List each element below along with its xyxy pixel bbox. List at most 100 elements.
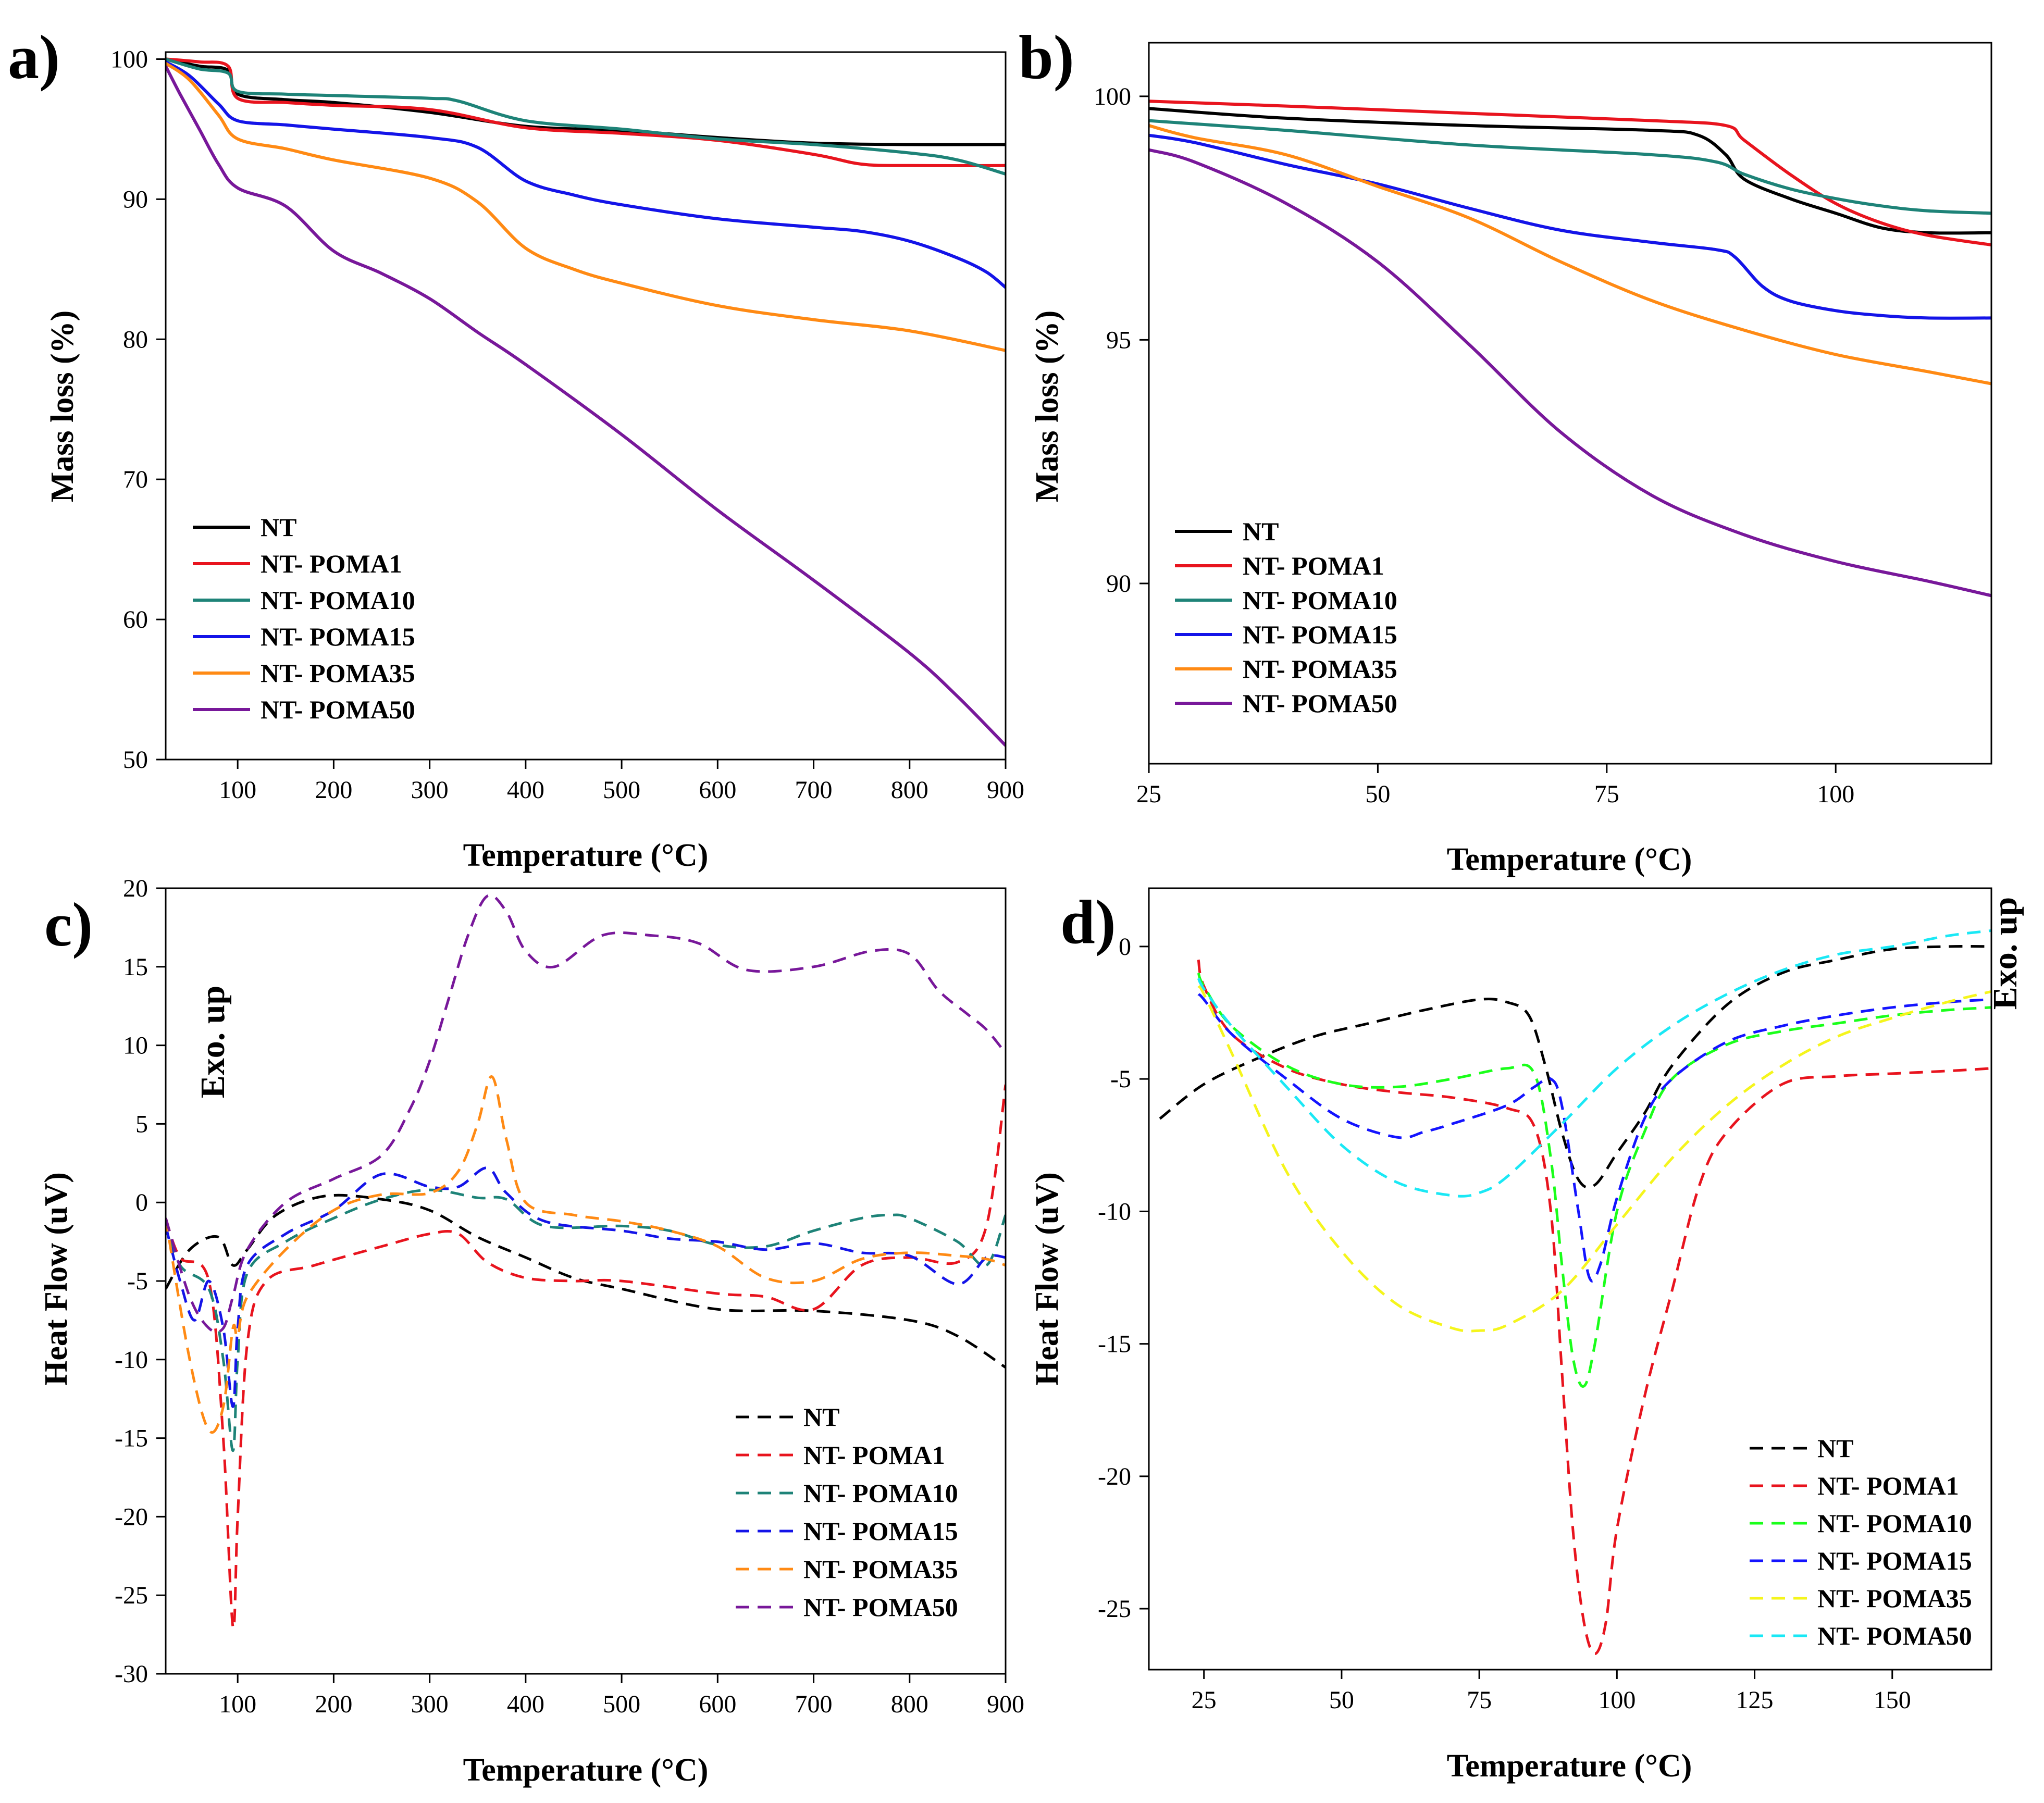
legend-label: NT- POMA15 bbox=[1817, 1546, 1972, 1575]
y-tick-label: -15 bbox=[1098, 1331, 1131, 1358]
y-tick-label: 15 bbox=[123, 953, 148, 981]
series-line-nt-poma35 bbox=[166, 61, 1006, 352]
x-tick-label: 700 bbox=[795, 776, 833, 804]
chart-panel-2: 25 50 75 100 90 95 100 Temperature (°C) Mass los… bbox=[1019, 22, 1992, 877]
x-tick-label: 150 bbox=[1874, 1686, 1911, 1714]
x-axis-title: Temperature (°C) bbox=[1447, 1748, 1692, 1784]
series-line-nt-poma15 bbox=[166, 60, 1006, 289]
x-tick-label: 800 bbox=[891, 1690, 928, 1718]
x-tick-label: 400 bbox=[507, 776, 544, 804]
legend-label: NT bbox=[803, 1402, 839, 1432]
x-axis-title: Temperature (°C) bbox=[1447, 842, 1692, 877]
y-axis-title: Heat Flow (uV) bbox=[39, 1172, 74, 1386]
series-line-nt-poma1 bbox=[1197, 959, 1991, 1655]
y-tick-label: -5 bbox=[1110, 1065, 1131, 1093]
exo-up-annotation: Exo. up bbox=[194, 986, 232, 1098]
chart-panel-4: 25 50 75 100 125 150 -25 -20 -15 -10 -5 0 Temperatur… bbox=[1030, 887, 2024, 1784]
y-tick-label: 50 bbox=[123, 746, 148, 774]
x-tick-label: 100 bbox=[219, 776, 256, 804]
x-tick-label: 600 bbox=[699, 776, 736, 804]
legend-label: NT- POMA10 bbox=[1243, 586, 1397, 615]
legend-label: NT- POMA1 bbox=[1817, 1471, 1959, 1500]
series-line-nt-poma1 bbox=[166, 1084, 1006, 1630]
x-tick-label: 100 bbox=[1817, 780, 1854, 808]
panel-letter: c) bbox=[44, 890, 93, 959]
series-line-nt-poma50 bbox=[166, 65, 1006, 747]
legend-label: NT- POMA10 bbox=[1817, 1509, 1972, 1538]
y-tick-label: 70 bbox=[123, 466, 148, 493]
x-tick-label: 125 bbox=[1736, 1686, 1774, 1714]
panel-letter: d) bbox=[1060, 887, 1116, 956]
legend-label: NT- POMA10 bbox=[261, 586, 415, 615]
y-axis-title: Mass loss (%) bbox=[45, 310, 80, 503]
y-tick-label: -10 bbox=[1098, 1198, 1131, 1225]
series-line-nt-poma15 bbox=[1149, 133, 1991, 320]
y-tick-label: 90 bbox=[1106, 570, 1131, 598]
y-axis-title: Mass loss (%) bbox=[1030, 310, 1065, 503]
chart-panel-3: 100 200 300 400 500 600 700 800 900-30-25-20-15-… bbox=[39, 875, 1024, 1788]
series-line-nt bbox=[166, 1193, 1006, 1369]
y-tick-label: 100 bbox=[1094, 83, 1131, 110]
legend-label: NT- POMA35 bbox=[803, 1555, 958, 1584]
series-line-nt-poma1 bbox=[166, 57, 1006, 168]
legend-label: NT- POMA1 bbox=[261, 549, 402, 578]
x-tick-label: 400 bbox=[507, 1690, 544, 1718]
legend-label: NT- POMA15 bbox=[803, 1516, 958, 1546]
x-tick-label: 100 bbox=[219, 1690, 256, 1718]
y-tick-label: 95 bbox=[1106, 326, 1131, 354]
chart-panel-1: 100 200 300 400 500 600 700 800 900 50 60 70 80 90 100… bbox=[8, 22, 1024, 873]
series-line-nt-poma15 bbox=[1197, 993, 1991, 1283]
y-tick-label: 90 bbox=[123, 185, 148, 213]
y-tick-label: -20 bbox=[1098, 1463, 1131, 1490]
legend-label: NT- POMA50 bbox=[803, 1593, 958, 1622]
x-tick-label: 200 bbox=[315, 1690, 352, 1718]
x-tick-label: 50 bbox=[1365, 780, 1390, 808]
x-tick-label: 25 bbox=[1136, 780, 1161, 808]
y-tick-label: -30 bbox=[115, 1660, 148, 1688]
y-tick-label: 80 bbox=[123, 326, 148, 353]
x-tick-label: 900 bbox=[987, 776, 1024, 804]
legend-label: NT- POMA50 bbox=[261, 695, 415, 724]
series-line-nt-poma10 bbox=[166, 57, 1006, 176]
legend-label: NT- POMA1 bbox=[803, 1440, 945, 1470]
legend-label: NT- POMA35 bbox=[1243, 654, 1397, 683]
legend-label: NT- POMA35 bbox=[261, 658, 415, 688]
legend-label: NT- POMA10 bbox=[803, 1478, 958, 1508]
x-tick-label: 300 bbox=[411, 776, 449, 804]
legend-label: NT- POMA15 bbox=[1243, 620, 1397, 649]
series-line-nt-poma50 bbox=[166, 894, 1006, 1334]
series-line-nt-poma35 bbox=[166, 1075, 1006, 1434]
x-tick-label: 800 bbox=[891, 776, 928, 804]
exo-up-annotation: Exo. up bbox=[1986, 897, 2024, 1010]
x-axis-title: Temperature (°C) bbox=[463, 838, 709, 873]
y-tick-label: 0 bbox=[1119, 933, 1131, 961]
legend-label: NT bbox=[1817, 1434, 1853, 1463]
x-tick-label: 500 bbox=[603, 776, 640, 804]
plot-frame bbox=[1148, 887, 1992, 1671]
series-line-nt bbox=[1149, 107, 1991, 235]
y-tick-label: -25 bbox=[1098, 1595, 1131, 1623]
x-tick-label: 75 bbox=[1467, 1686, 1492, 1714]
legend-label: NT- POMA50 bbox=[1243, 689, 1397, 718]
legend-label: NT- POMA15 bbox=[261, 622, 415, 651]
x-tick-label: 700 bbox=[795, 1690, 833, 1718]
y-tick-label: 60 bbox=[123, 606, 148, 633]
y-tick-label: -5 bbox=[127, 1267, 148, 1295]
series-line-nt-poma1 bbox=[1149, 100, 1991, 247]
x-tick-label: 100 bbox=[1598, 1686, 1636, 1714]
y-tick-label: -20 bbox=[115, 1503, 148, 1531]
plot-frame bbox=[165, 51, 1007, 761]
y-tick-label: 0 bbox=[135, 1189, 148, 1216]
y-tick-label: -10 bbox=[115, 1346, 148, 1374]
x-tick-label: 600 bbox=[699, 1690, 736, 1718]
series-line-nt-poma35 bbox=[1197, 985, 1991, 1333]
y-tick-label: 20 bbox=[123, 875, 148, 902]
x-axis-title: Temperature (°C) bbox=[463, 1752, 709, 1788]
series-line-nt-poma10 bbox=[166, 1188, 1006, 1452]
x-tick-label: 75 bbox=[1594, 780, 1619, 808]
x-tick-label: 25 bbox=[1192, 1686, 1217, 1714]
y-tick-label: -15 bbox=[115, 1425, 148, 1452]
y-tick-label: -25 bbox=[115, 1582, 148, 1609]
